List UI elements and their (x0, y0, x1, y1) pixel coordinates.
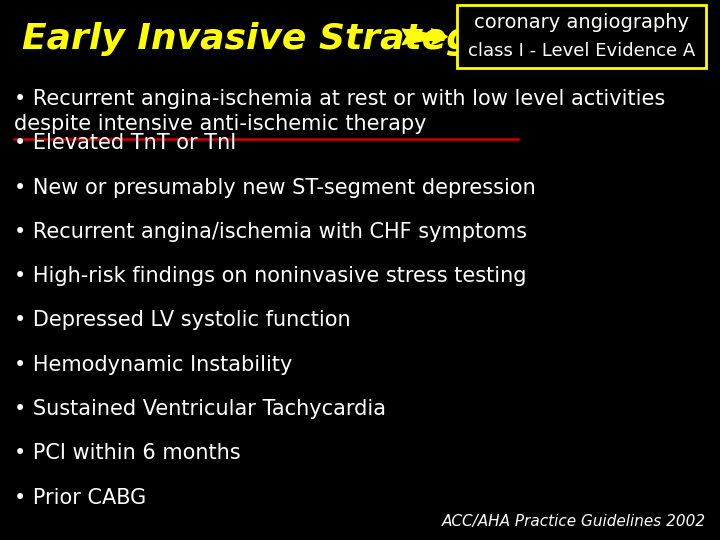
Text: Early Invasive Strategy: Early Invasive Strategy (22, 22, 495, 56)
Text: • Recurrent angina-ischemia at rest or with low level activities: • Recurrent angina-ischemia at rest or w… (14, 89, 666, 109)
Text: • Sustained Ventricular Tachycardia: • Sustained Ventricular Tachycardia (14, 399, 387, 419)
Text: • Elevated TnT or TnI: • Elevated TnT or TnI (14, 133, 237, 153)
Text: ACC/AHA Practice Guidelines 2002: ACC/AHA Practice Guidelines 2002 (441, 514, 706, 529)
Text: • High-risk findings on noninvasive stress testing: • High-risk findings on noninvasive stre… (14, 266, 527, 286)
Text: coronary angiography: coronary angiography (474, 14, 689, 32)
Text: class I - Level Evidence A: class I - Level Evidence A (468, 42, 695, 60)
Text: • Recurrent angina/ischemia with CHF symptoms: • Recurrent angina/ischemia with CHF sym… (14, 222, 527, 242)
Text: • Prior CABG: • Prior CABG (14, 488, 147, 508)
Text: • Hemodynamic Instability: • Hemodynamic Instability (14, 355, 293, 375)
Text: • Depressed LV systolic function: • Depressed LV systolic function (14, 310, 351, 330)
Text: • PCI within 6 months: • PCI within 6 months (14, 443, 241, 463)
FancyBboxPatch shape (457, 5, 706, 68)
Text: • New or presumably new ST-segment depression: • New or presumably new ST-segment depre… (14, 178, 536, 198)
Text: despite intensive anti-ischemic therapy: despite intensive anti-ischemic therapy (14, 114, 427, 134)
